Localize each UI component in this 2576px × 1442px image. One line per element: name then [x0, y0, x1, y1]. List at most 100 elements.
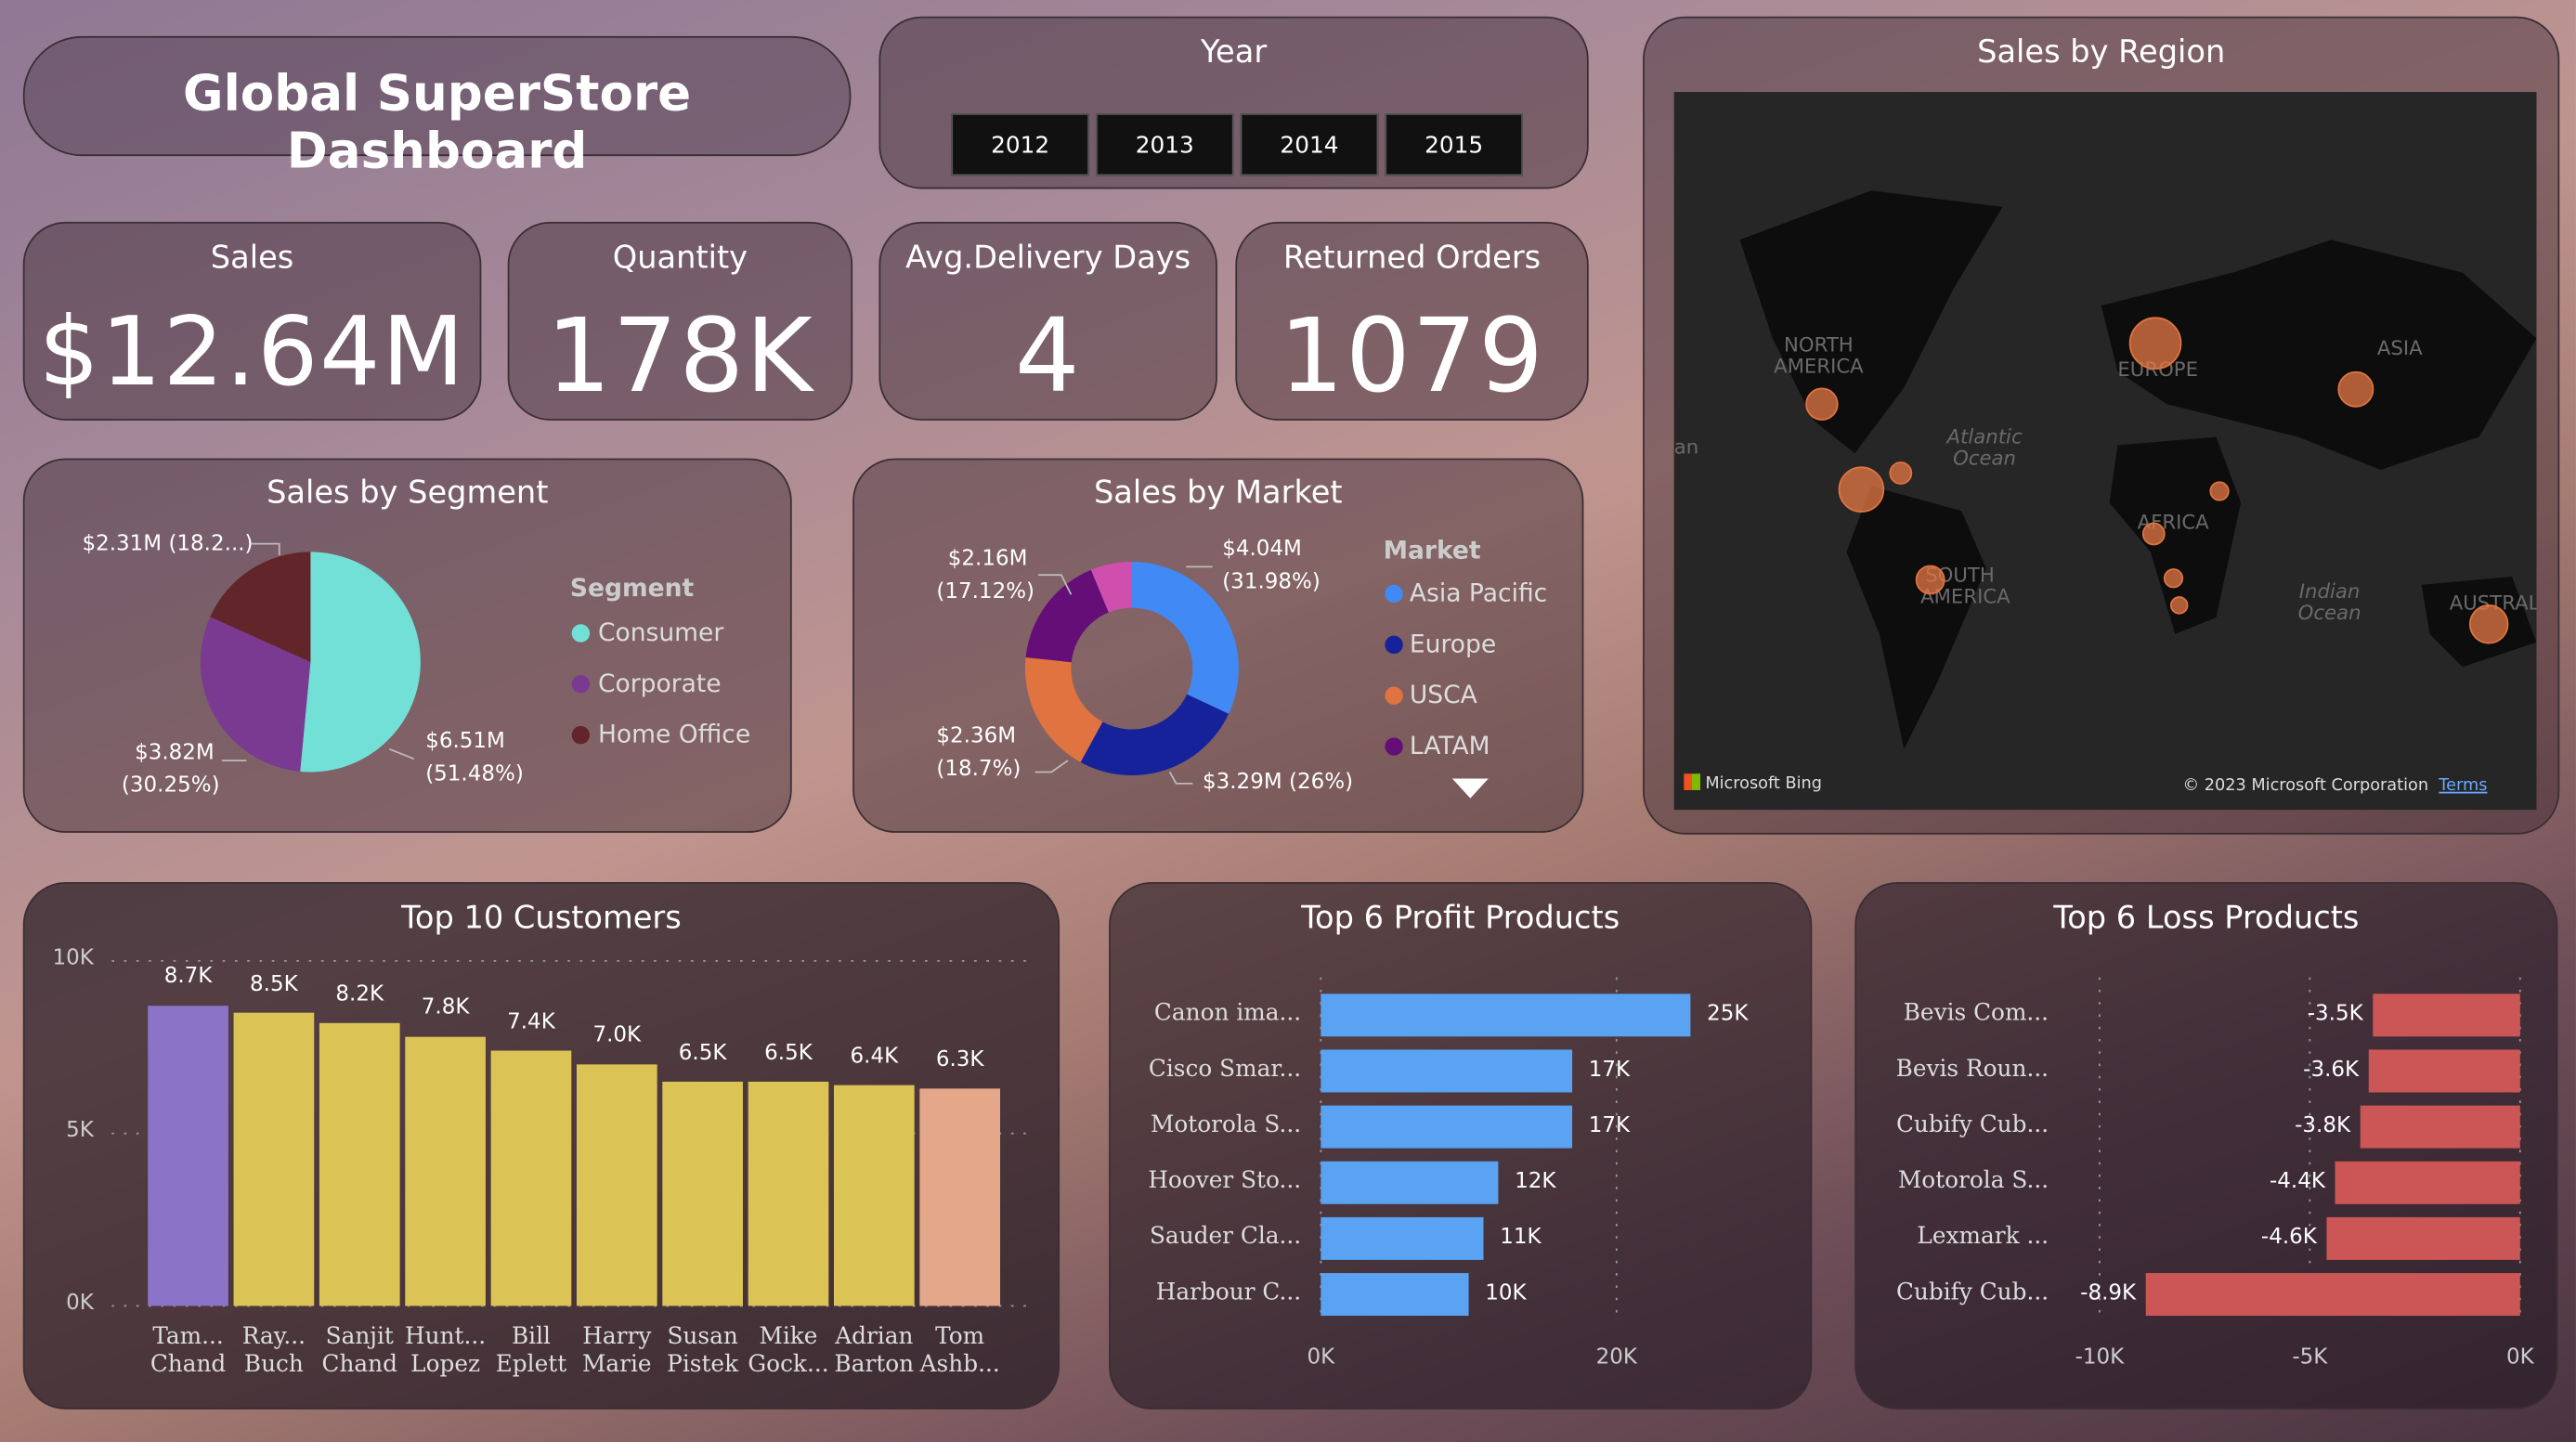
year-option-2015[interactable]: 2015 — [1385, 113, 1523, 176]
bar-4[interactable] — [2326, 1216, 2520, 1260]
legend-item-latam[interactable]: LATAM — [1409, 731, 1490, 761]
pie-slice-home-office[interactable] — [210, 552, 311, 662]
slice-label: $2.36M — [936, 724, 1017, 749]
map-bubble[interactable] — [2337, 370, 2374, 408]
pie-slice-europe[interactable] — [1080, 694, 1229, 776]
map-bubble[interactable] — [2141, 522, 2166, 546]
legend-item-home-office[interactable]: Home Office — [597, 719, 751, 749]
legend-item-asia-pacific[interactable]: Asia Pacific — [1409, 578, 1548, 608]
year-option-2014[interactable]: 2014 — [1240, 113, 1379, 176]
map-attribution: © 2023 Microsoft Corporation Terms — [2182, 777, 2487, 795]
x-tick-label: 0K — [2505, 1345, 2534, 1371]
bar-value-label: -3.8K — [2295, 1113, 2351, 1138]
slice-label: (31.98%) — [1222, 569, 1321, 595]
legend-item-usca[interactable]: USCA — [1409, 680, 1477, 710]
legend-scroll-down-icon[interactable] — [1451, 778, 1489, 799]
x-tick-label: Buch — [243, 1351, 304, 1379]
x-tick-label: Tom — [935, 1323, 985, 1351]
map-label-north-america: NORTH AMERICA — [1774, 333, 1864, 378]
bar-value-label: -3.5K — [2307, 1002, 2363, 1027]
bar-1[interactable] — [233, 1012, 315, 1306]
bar-value-label: 25K — [1707, 1002, 1749, 1027]
chart-title: Sales by Segment — [267, 474, 549, 512]
map-bubble[interactable] — [1805, 387, 1839, 421]
x-tick-label: Tam... — [152, 1323, 224, 1351]
bar-2[interactable] — [2360, 1105, 2520, 1149]
year-slicer: Year 2012 2013 2014 2015 — [878, 16, 1589, 189]
slice-label: $3.29M (26%) — [1202, 770, 1354, 796]
map-bubble[interactable] — [2163, 568, 2184, 589]
map-bubble[interactable] — [2468, 604, 2509, 644]
bar-7[interactable] — [748, 1081, 829, 1306]
y-tick-label: Bevis Com... — [1903, 1000, 2049, 1027]
year-slicer-title: Year — [1200, 34, 1268, 71]
map-bubble[interactable] — [1915, 565, 1945, 595]
bar-value-label: 10K — [1485, 1280, 1527, 1306]
y-tick-label: Motorola S... — [1897, 1167, 2049, 1195]
pie-slice-consumer[interactable] — [300, 552, 421, 773]
map-terms-link[interactable]: Terms — [2439, 776, 2488, 796]
bar-3[interactable] — [2335, 1161, 2520, 1204]
kpi-label: Quantity — [612, 240, 748, 277]
slice-label: (18.7%) — [936, 757, 1021, 783]
map-canvas[interactable]: NORTH AMERICA EUROPE ASIA Atlantic Ocean… — [1673, 92, 2537, 811]
legend-title: Market — [1383, 535, 1481, 565]
bar-value-label: 17K — [1588, 1113, 1631, 1138]
pie-slice-latam[interactable] — [1025, 569, 1109, 663]
map-bubble[interactable] — [1889, 461, 1913, 485]
year-option-2013[interactable]: 2013 — [1095, 113, 1234, 176]
bar-3[interactable] — [405, 1036, 486, 1306]
map-card: Sales by Region NORTH AMERICA EUROPE ASI… — [1643, 16, 2560, 835]
legend-dot — [1385, 584, 1403, 604]
bar-value-label: -3.6K — [2303, 1058, 2360, 1083]
y-tick-label: 10K — [52, 946, 94, 971]
y-tick-label: Cisco Smar... — [1148, 1056, 1302, 1083]
bar-value-label: 7.4K — [507, 1009, 555, 1034]
slice-label: (30.25%) — [121, 773, 220, 799]
bar-5[interactable] — [1321, 1273, 1469, 1317]
bar-6[interactable] — [662, 1081, 743, 1306]
bar-2[interactable] — [1321, 1105, 1573, 1149]
bar-0[interactable] — [2373, 994, 2520, 1037]
year-option-2012[interactable]: 2012 — [951, 113, 1089, 176]
x-tick-label: Eplett — [495, 1351, 567, 1379]
legend-item-europe[interactable]: Europe — [1409, 629, 1497, 659]
leader-line — [1034, 760, 1069, 773]
x-tick-label: Ashb... — [919, 1351, 1000, 1379]
pie-slice-other[interactable] — [1090, 562, 1132, 613]
legend-item-consumer[interactable]: Consumer — [597, 617, 724, 648]
legend-item-corporate[interactable]: Corporate — [597, 669, 722, 698]
x-tick-label: Lopez — [410, 1351, 481, 1379]
bar-0[interactable] — [148, 1006, 228, 1306]
bar-3[interactable] — [1321, 1161, 1499, 1204]
map-bubble[interactable] — [2169, 596, 2189, 615]
bar-0[interactable] — [1321, 994, 1691, 1037]
bar-4[interactable] — [490, 1050, 572, 1306]
bar-4[interactable] — [1321, 1216, 1484, 1260]
title-card: Global SuperStore Dashboard — [22, 35, 852, 181]
map-bubble[interactable] — [1838, 466, 1885, 513]
bar-9[interactable] — [919, 1088, 1001, 1306]
x-tick-label: Sanjit — [325, 1323, 394, 1351]
y-tick-label: Harbour C... — [1155, 1280, 1302, 1306]
legend-dot — [571, 725, 591, 745]
pie-slice-asia-pacific[interactable] — [1131, 562, 1239, 714]
map-bubble[interactable] — [2209, 481, 2230, 501]
bar-8[interactable] — [833, 1085, 915, 1306]
pie-slice-corporate[interactable] — [200, 617, 311, 772]
bar-1[interactable] — [1321, 1049, 1573, 1093]
bar-5[interactable] — [576, 1064, 657, 1306]
y-tick-label: Sauder Cla... — [1149, 1223, 1302, 1251]
map-bubble[interactable] — [2128, 317, 2182, 370]
legend-dot — [1385, 635, 1403, 655]
kpi-label: Avg.Delivery Days — [905, 240, 1191, 277]
leader-line — [251, 542, 280, 555]
x-tick-label: Mike — [759, 1323, 818, 1351]
legend-dot — [1385, 686, 1403, 705]
pie-slice-usca[interactable] — [1024, 657, 1103, 762]
bar-5[interactable] — [2145, 1273, 2520, 1317]
x-tick-label: Ray... — [241, 1323, 306, 1351]
bar-2[interactable] — [319, 1022, 400, 1306]
bar-1[interactable] — [2368, 1049, 2520, 1093]
